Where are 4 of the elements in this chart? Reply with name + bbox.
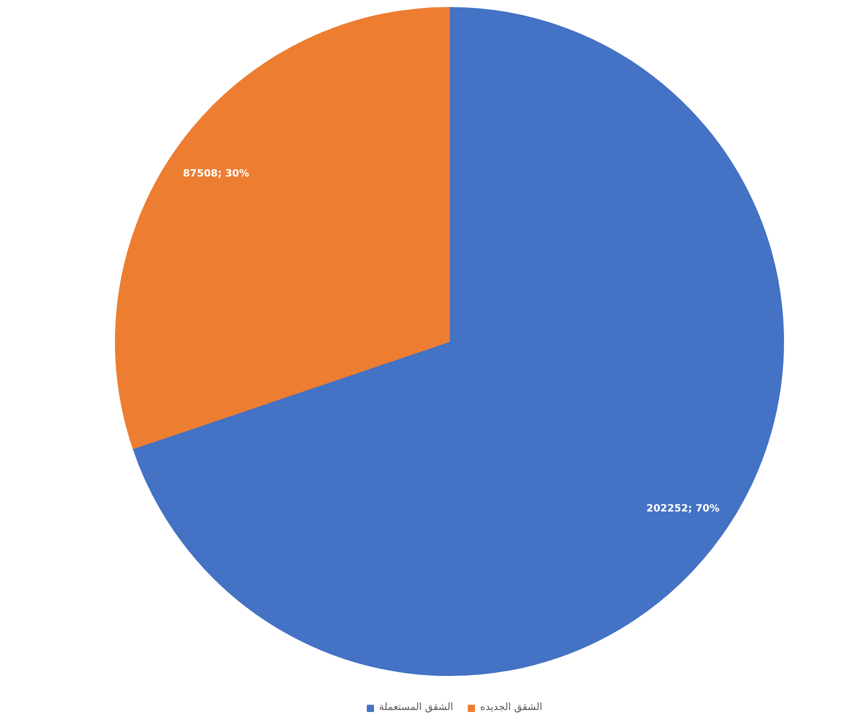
data-label: 87508; 30% xyxy=(182,168,250,180)
data-label: 202252; 70% xyxy=(646,503,720,514)
legend-label: الشقق الجديده xyxy=(480,702,542,713)
legend-label: الشقق المستعملة xyxy=(379,702,454,713)
